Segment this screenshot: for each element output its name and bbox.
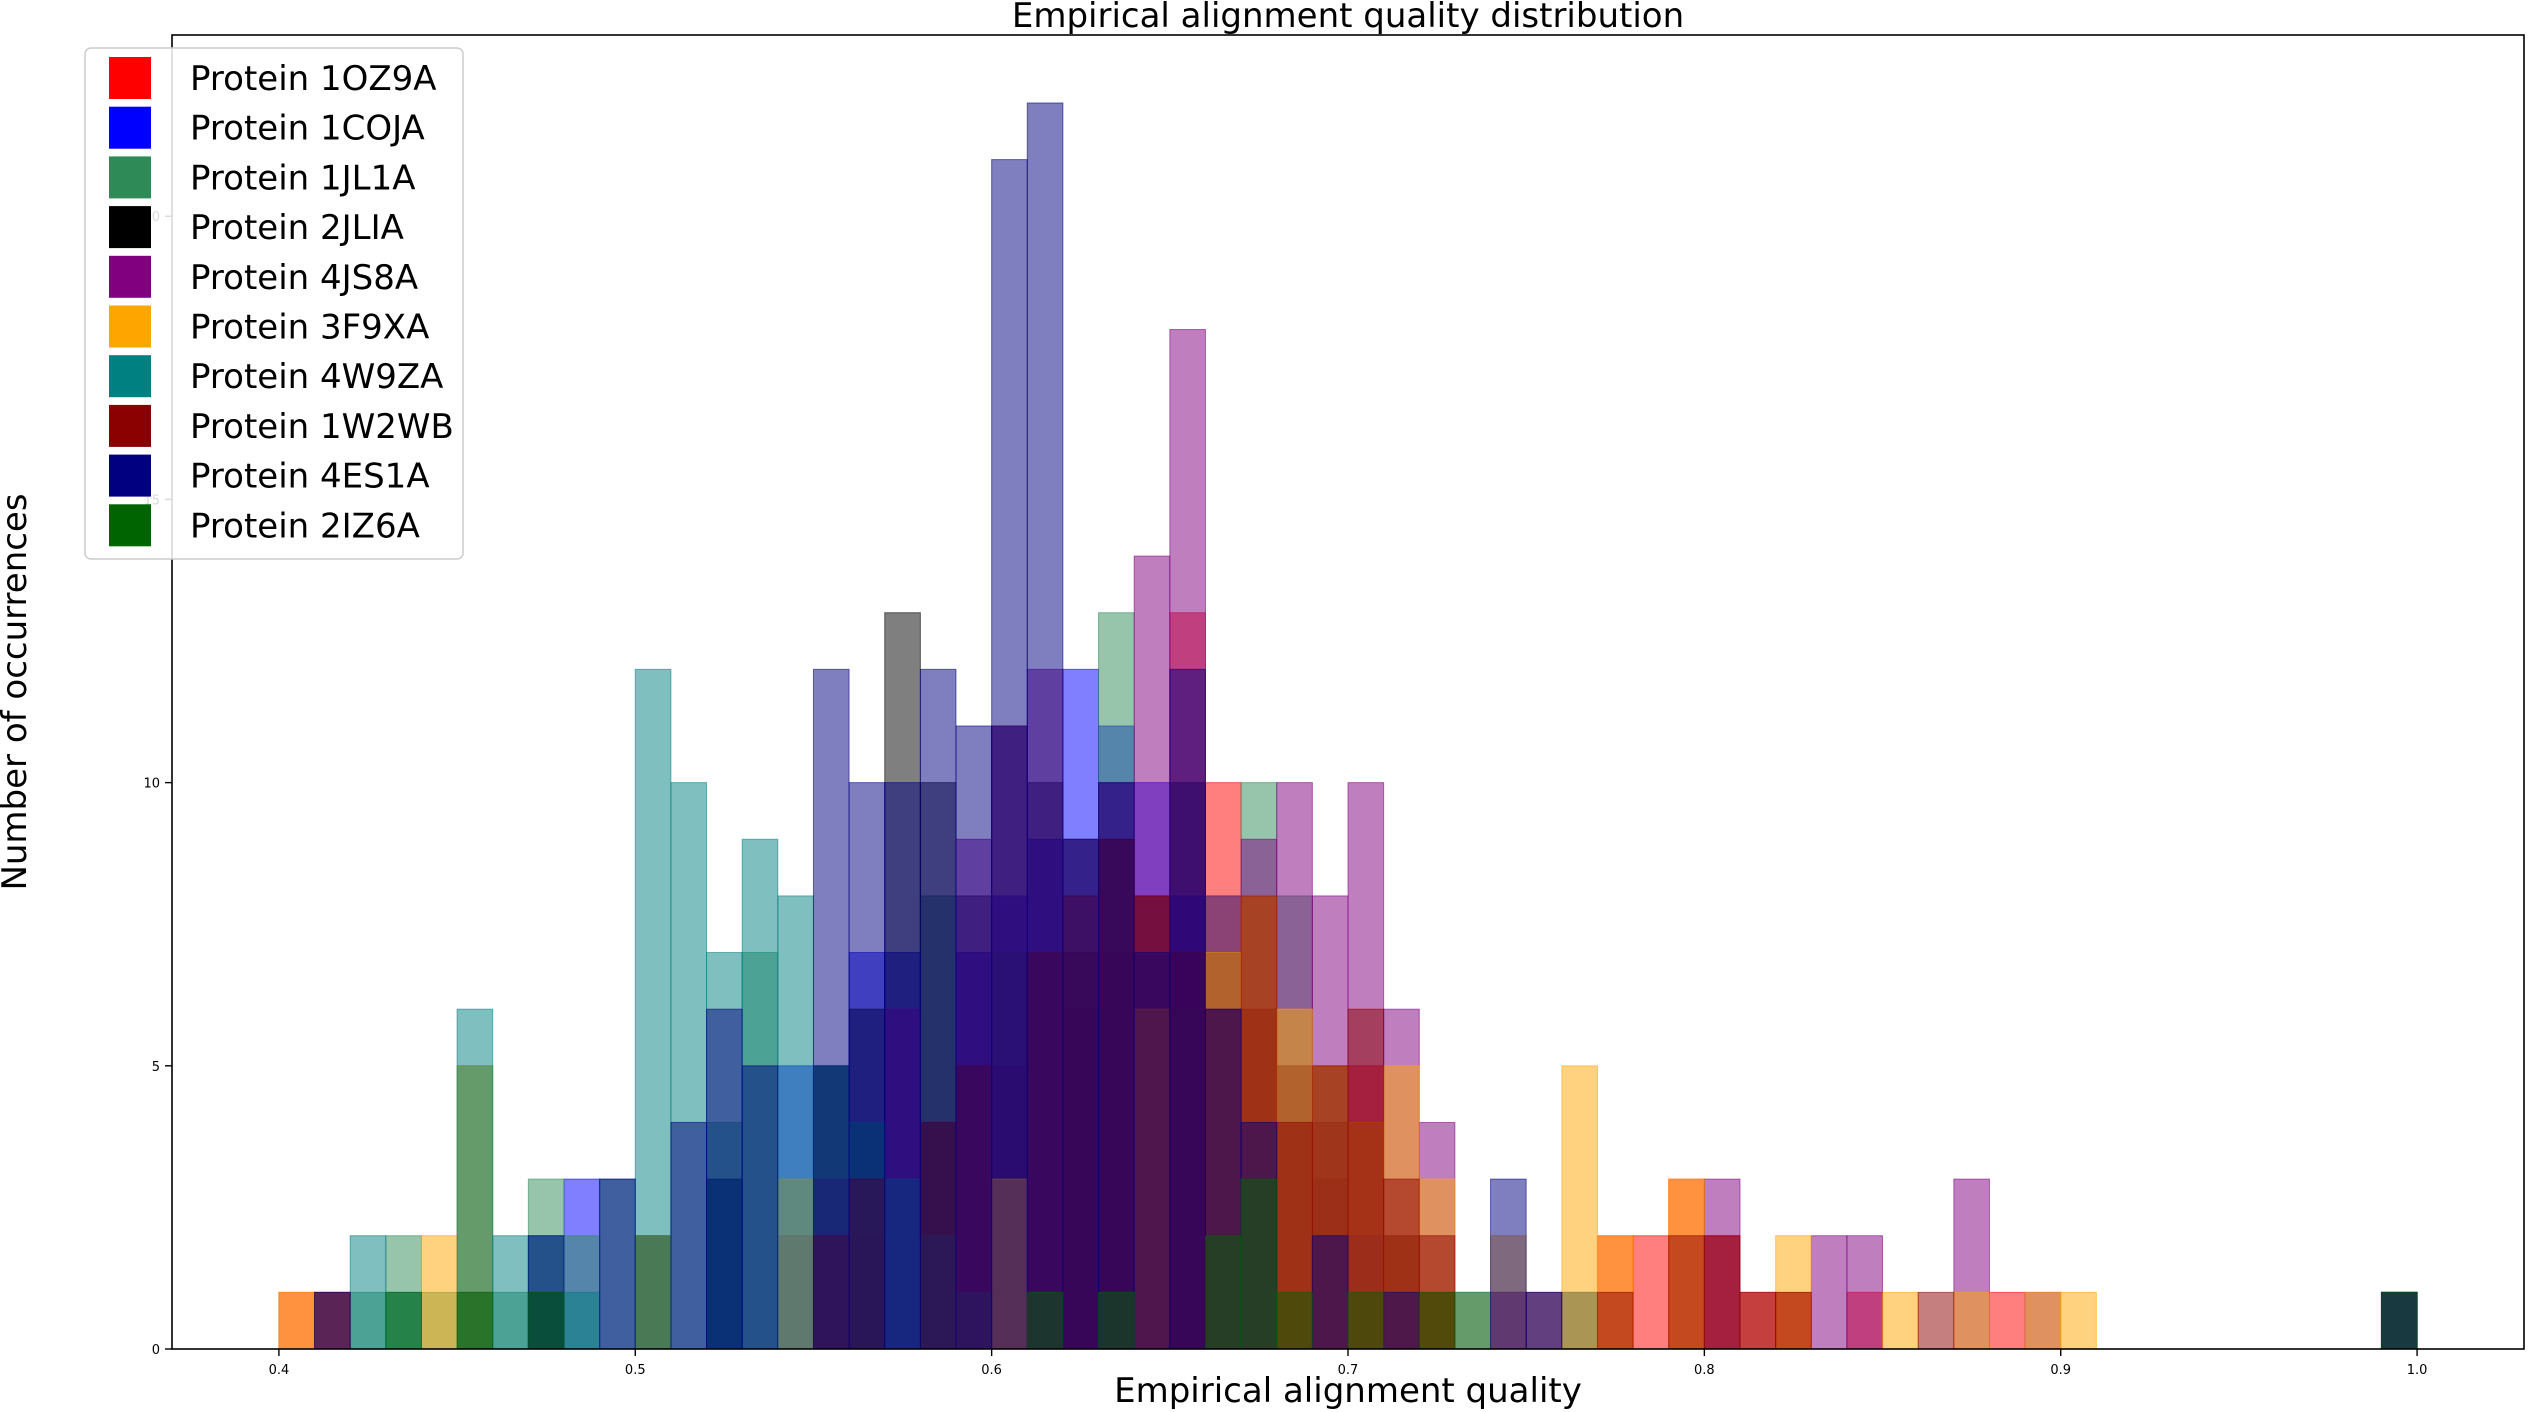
histogram-bar — [1846, 1235, 1884, 1350]
bars-layer — [278, 102, 2418, 1350]
histogram-bar — [1383, 1291, 1420, 1350]
legend-swatch — [109, 404, 151, 447]
x-tick-label: 0.5 — [625, 1363, 646, 1378]
histogram-bar — [563, 1291, 601, 1350]
histogram-bar — [670, 1121, 708, 1350]
legend-swatch — [109, 206, 151, 249]
legend-swatch — [109, 454, 151, 497]
histogram-bar — [1311, 1235, 1349, 1350]
legend-label: Protein 3F9XA — [190, 308, 429, 348]
histogram-bar — [1098, 782, 1135, 1350]
x-tick-label: 0.6 — [981, 1363, 1002, 1378]
legend-label: Protein 1OZ9A — [190, 59, 437, 99]
chart-title: Empirical alignment quality distribution — [1012, 0, 1684, 36]
histogram-bar — [599, 1178, 636, 1350]
histogram-bar — [1988, 1291, 2026, 1350]
histogram-bar — [2060, 1291, 2097, 1350]
histogram-bar — [991, 159, 1028, 1350]
legend-swatch — [109, 106, 151, 149]
histogram-bar — [278, 1291, 316, 1350]
histogram-bar — [1240, 1178, 1278, 1350]
histogram-bar — [777, 895, 814, 1350]
histogram-bar — [634, 668, 672, 1350]
legend-label: Protein 2IZ6A — [190, 506, 420, 546]
histogram-bar — [1098, 1291, 1135, 1350]
legend-swatch — [109, 504, 151, 547]
legend-swatch — [109, 57, 151, 99]
x-tick-label: 0.4 — [269, 1363, 290, 1378]
histogram-bar — [385, 1291, 422, 1350]
legend-label: Protein 1COJA — [190, 109, 425, 149]
histogram-bar — [1133, 952, 1171, 1350]
legend-swatch — [109, 156, 151, 199]
histogram-bar — [1668, 1235, 1705, 1350]
histogram-bar — [741, 1065, 779, 1350]
histogram-bar — [1204, 1235, 1242, 1350]
histogram-bar — [314, 1291, 351, 1350]
legend-label: Protein 4ES1A — [190, 457, 430, 497]
histogram-bar — [1810, 1235, 1848, 1350]
histogram-bar — [1490, 1178, 1527, 1350]
histogram-bar — [1632, 1235, 1670, 1350]
histogram-bar — [884, 952, 921, 1350]
x-axis-ticks: 0.4 0.5 0.6 0.7 0.8 0.9 1.0 — [269, 1349, 2428, 1378]
legend-swatch — [109, 355, 151, 398]
x-tick-label: 0.8 — [1694, 1363, 1715, 1378]
y-tick-label: 10 — [143, 777, 160, 792]
histogram-bar — [955, 725, 993, 1350]
x-tick-label: 0.7 — [1338, 1363, 1359, 1378]
histogram-bar — [1561, 1065, 1598, 1350]
y-axis-label: Number of occurrences — [0, 493, 35, 890]
series-protein-4es1a — [314, 102, 2418, 1350]
histogram-bar — [1953, 1291, 1990, 1350]
legend-swatch — [109, 305, 151, 348]
histogram-bar — [1739, 1291, 1777, 1350]
x-tick-label: 0.9 — [2050, 1363, 2071, 1378]
x-axis-label: Empirical alignment quality — [1114, 1371, 1582, 1411]
histogram-bar — [919, 668, 957, 1350]
histogram-bar — [1703, 1235, 1741, 1350]
histogram-bar — [1276, 1291, 1313, 1350]
histogram-bar — [812, 668, 850, 1350]
y-tick-label: 0 — [152, 1343, 160, 1358]
histogram-bar — [1917, 1291, 1955, 1350]
histogram-bar — [1775, 1291, 1812, 1350]
legend-label: Protein 4JS8A — [190, 258, 418, 298]
histogram-bar — [1418, 1291, 1456, 1350]
histogram-bar — [848, 782, 886, 1350]
histogram-bar — [1026, 1291, 1064, 1350]
legend: Protein 1OZ9A Protein 1COJA Protein 1JL1A P… — [84, 47, 464, 560]
legend-label: Protein 4W9ZA — [190, 357, 443, 397]
histogram-bar — [1596, 1291, 1634, 1350]
histogram-bar — [706, 1008, 743, 1350]
legend-label: Protein 1W2WB — [190, 407, 454, 447]
legend-label: Protein 1JL1A — [190, 158, 415, 198]
x-tick-label: 1.0 — [2407, 1363, 2428, 1378]
histogram-bar — [492, 1235, 529, 1350]
legend-box — [84, 47, 464, 560]
histogram-bar — [527, 1291, 565, 1350]
histogram-bar — [1062, 838, 1100, 1350]
histogram-bar — [1525, 1291, 1563, 1350]
histogram-bar — [2380, 1291, 2418, 1350]
histogram-bar — [456, 1291, 494, 1350]
histogram-bar — [349, 1235, 387, 1350]
y-tick-label: 5 — [152, 1060, 160, 1075]
legend-swatch — [109, 255, 151, 298]
histogram-bar — [2024, 1291, 2062, 1350]
histogram-bar — [1347, 1291, 1385, 1350]
histogram-bar — [1026, 102, 1064, 1350]
series-protein-2iz6a — [385, 1178, 2418, 1350]
legend-label: Protein 2JLIA — [190, 208, 404, 248]
histogram-bar — [1454, 1291, 1492, 1350]
histogram-bar — [1169, 668, 1206, 1350]
histogram-bar — [420, 1235, 458, 1350]
histogram-bar — [1882, 1291, 1919, 1350]
